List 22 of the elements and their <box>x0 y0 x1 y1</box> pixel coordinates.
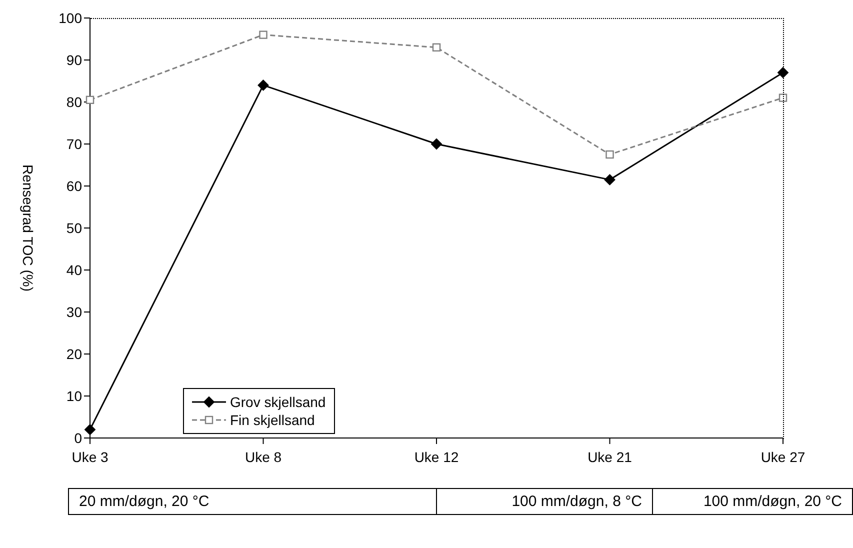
x-tick-label: Uke 8 <box>244 448 282 465</box>
legend-label: Grov skjellsand <box>230 393 326 411</box>
y-tick-label: 60 <box>66 178 82 194</box>
y-tick-label: 20 <box>66 346 82 362</box>
text: 100 mm/døgn, 8 °C <box>437 488 653 515</box>
y-tick-label: 100 <box>58 10 82 26</box>
y-tick-label: 0 <box>74 430 82 446</box>
y-tick-label: 30 <box>66 304 82 320</box>
x-tick-label: Uke 21 <box>588 448 632 465</box>
y-tick-label: 50 <box>66 220 82 236</box>
x-tick-label: Uke 27 <box>760 448 806 465</box>
x-tick-label: Uke 12 <box>414 448 459 465</box>
text: 20 mm/døgn, 20 °C <box>68 488 438 515</box>
x-tick-label: Uke 3 <box>72 448 108 465</box>
y-tick-label: 80 <box>66 94 82 110</box>
y-axis-title: Rensegrad TOC (%) <box>20 164 36 292</box>
y-tick-label: 10 <box>66 388 82 404</box>
y-tick-label: 70 <box>66 136 82 152</box>
y-tick-label: 40 <box>66 262 82 278</box>
legend-label: Fin skjellsand <box>230 411 315 429</box>
y-tick-label: 90 <box>66 52 82 68</box>
text: 100 mm/døgn, 20 °C <box>652 488 853 515</box>
